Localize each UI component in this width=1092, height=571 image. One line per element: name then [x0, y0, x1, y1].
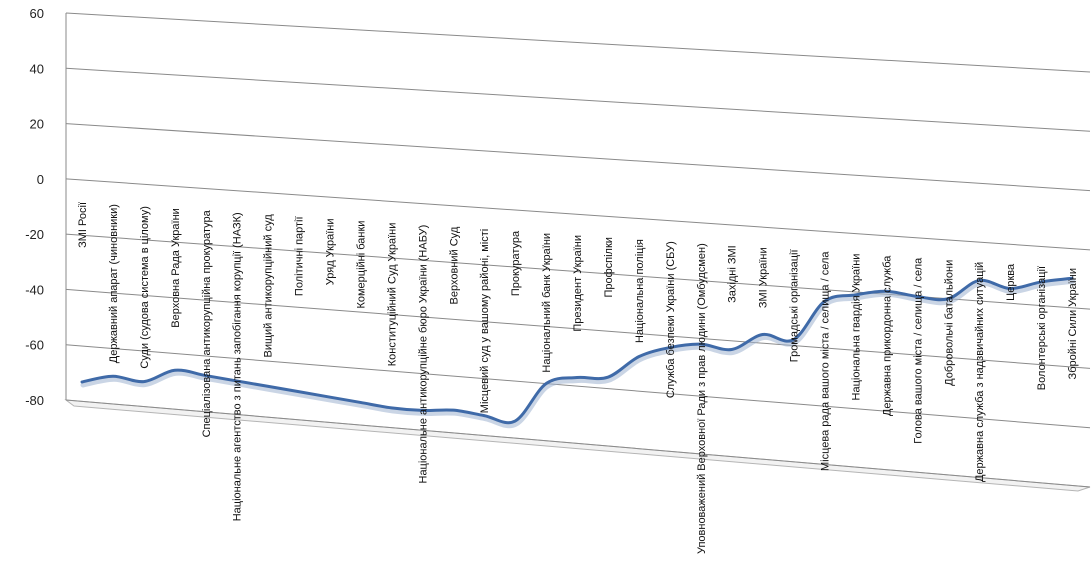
x-tick-label: Національне агентство з питань запобіган…	[232, 212, 244, 521]
x-tick-label: Національна гвардія України	[850, 254, 862, 401]
x-tick-label: Уповноважений Верховної Ради з прав люди…	[696, 243, 708, 554]
data-point	[173, 369, 177, 372]
x-tick-label: Вищий антикорупційний суд	[263, 214, 275, 358]
gridline	[65, 12, 1091, 73]
gridline	[65, 67, 1091, 132]
x-tick-label: Конституційний Суд України	[386, 223, 398, 367]
data-point	[111, 375, 115, 378]
data-point	[947, 297, 950, 300]
y-tick-label: 60	[30, 6, 44, 21]
gridline	[65, 399, 1091, 488]
data-point	[977, 279, 981, 282]
x-tick-label: Президент України	[572, 235, 584, 332]
x-tick-label: Місцевий суд у вашому районі, місті	[479, 229, 491, 413]
x-tick-label: ЗМІ України	[758, 247, 770, 308]
x-tick-label: Національний банк України	[541, 233, 553, 373]
x-tick-label: Служба безпеки України (СБУ)	[665, 241, 677, 398]
y-tick-label: -20	[25, 227, 44, 242]
series-line-shadow	[80, 278, 1076, 429]
y-tick-label: 0	[37, 172, 44, 187]
x-tick-label: Національна поліція	[634, 239, 646, 343]
x-tick-label: Комерційні банки	[355, 221, 367, 309]
data-point	[1070, 277, 1074, 280]
x-tick-label: Суди (судова система в цілому)	[139, 206, 151, 369]
x-tick-label: Національне антикорупційне бюро України …	[417, 225, 429, 484]
data-point	[730, 348, 733, 351]
data-point	[204, 374, 207, 377]
data-point	[452, 408, 455, 412]
x-tick-label: Громадські організації	[789, 249, 801, 362]
x-tick-label: Державна прикордонна служба	[881, 255, 893, 416]
gridlines	[65, 12, 1091, 488]
data-point	[916, 295, 919, 298]
y-tick-label: -40	[25, 282, 44, 297]
y-tick-label: -60	[25, 338, 44, 353]
data-point	[699, 342, 702, 346]
data-point	[854, 293, 857, 297]
x-tick-label: Профспілки	[603, 237, 615, 297]
y-axis-tick-labels: 60 40 20 0 -20 -40 -60 -80	[25, 6, 44, 408]
data-point	[80, 380, 84, 384]
x-tick-label: Західні ЗМІ	[727, 245, 739, 303]
data-point	[637, 355, 641, 358]
x-tick-label: Державний апарат (чиновники)	[108, 204, 120, 363]
x-axis-tick-labels: ЗМІ Росії Державний апарат (чиновники) Суд…	[77, 202, 1079, 554]
data-point	[359, 401, 362, 404]
x-tick-label: Спеціалізована антикорупційна прокуратур…	[201, 209, 213, 437]
data-point	[390, 406, 393, 410]
x-tick-label: Державна служба з надзвичайних ситуацій	[974, 262, 986, 482]
y-tick-label: -80	[25, 393, 44, 408]
data-point	[544, 382, 548, 385]
x-tick-label: Церква	[1005, 263, 1017, 301]
gridline	[65, 344, 1091, 429]
data-point	[235, 379, 238, 383]
data-point	[761, 333, 764, 336]
data-point	[266, 385, 269, 388]
gridline	[65, 178, 1091, 251]
x-tick-label: Верховний Суд	[448, 226, 460, 304]
x-tick-label: Місцева рада вашого міста / селища / сел…	[820, 251, 832, 471]
x-tick-label: Верховна Рада України	[170, 208, 182, 328]
gridline	[65, 288, 1091, 369]
x-tick-label: Політичні партії	[294, 216, 306, 296]
data-point	[823, 300, 826, 303]
series-trust-balance	[80, 276, 1076, 429]
x-tick-label: Уряд України	[325, 219, 337, 286]
data-point	[297, 390, 300, 393]
x-tick-label: Прокуратура	[510, 230, 522, 296]
data-point	[1008, 287, 1012, 290]
data-point	[482, 414, 486, 417]
x-tick-label: Волонтерські організації	[1036, 266, 1048, 390]
data-point	[606, 375, 610, 379]
data-point	[421, 409, 424, 412]
y-tick-label: 40	[30, 61, 44, 76]
data-point	[513, 419, 517, 423]
chart-floor	[64, 399, 1091, 492]
chart-floor-plane	[64, 399, 1091, 492]
x-tick-label: Добровольчі батальйони	[943, 260, 955, 386]
x-tick-label: ЗМІ Росії	[77, 202, 89, 248]
gridline	[65, 123, 1091, 192]
x-tick-label: Збройні Сили України	[1067, 268, 1079, 379]
data-point	[328, 395, 331, 399]
x-tick-label: Голова вашого міста / селища / села	[912, 257, 924, 444]
data-point	[885, 290, 888, 293]
data-point	[792, 338, 795, 341]
data-point	[142, 380, 146, 383]
data-point	[1039, 280, 1043, 284]
y-tick-label: 20	[30, 117, 44, 132]
data-point	[575, 376, 579, 379]
data-point	[668, 346, 672, 349]
